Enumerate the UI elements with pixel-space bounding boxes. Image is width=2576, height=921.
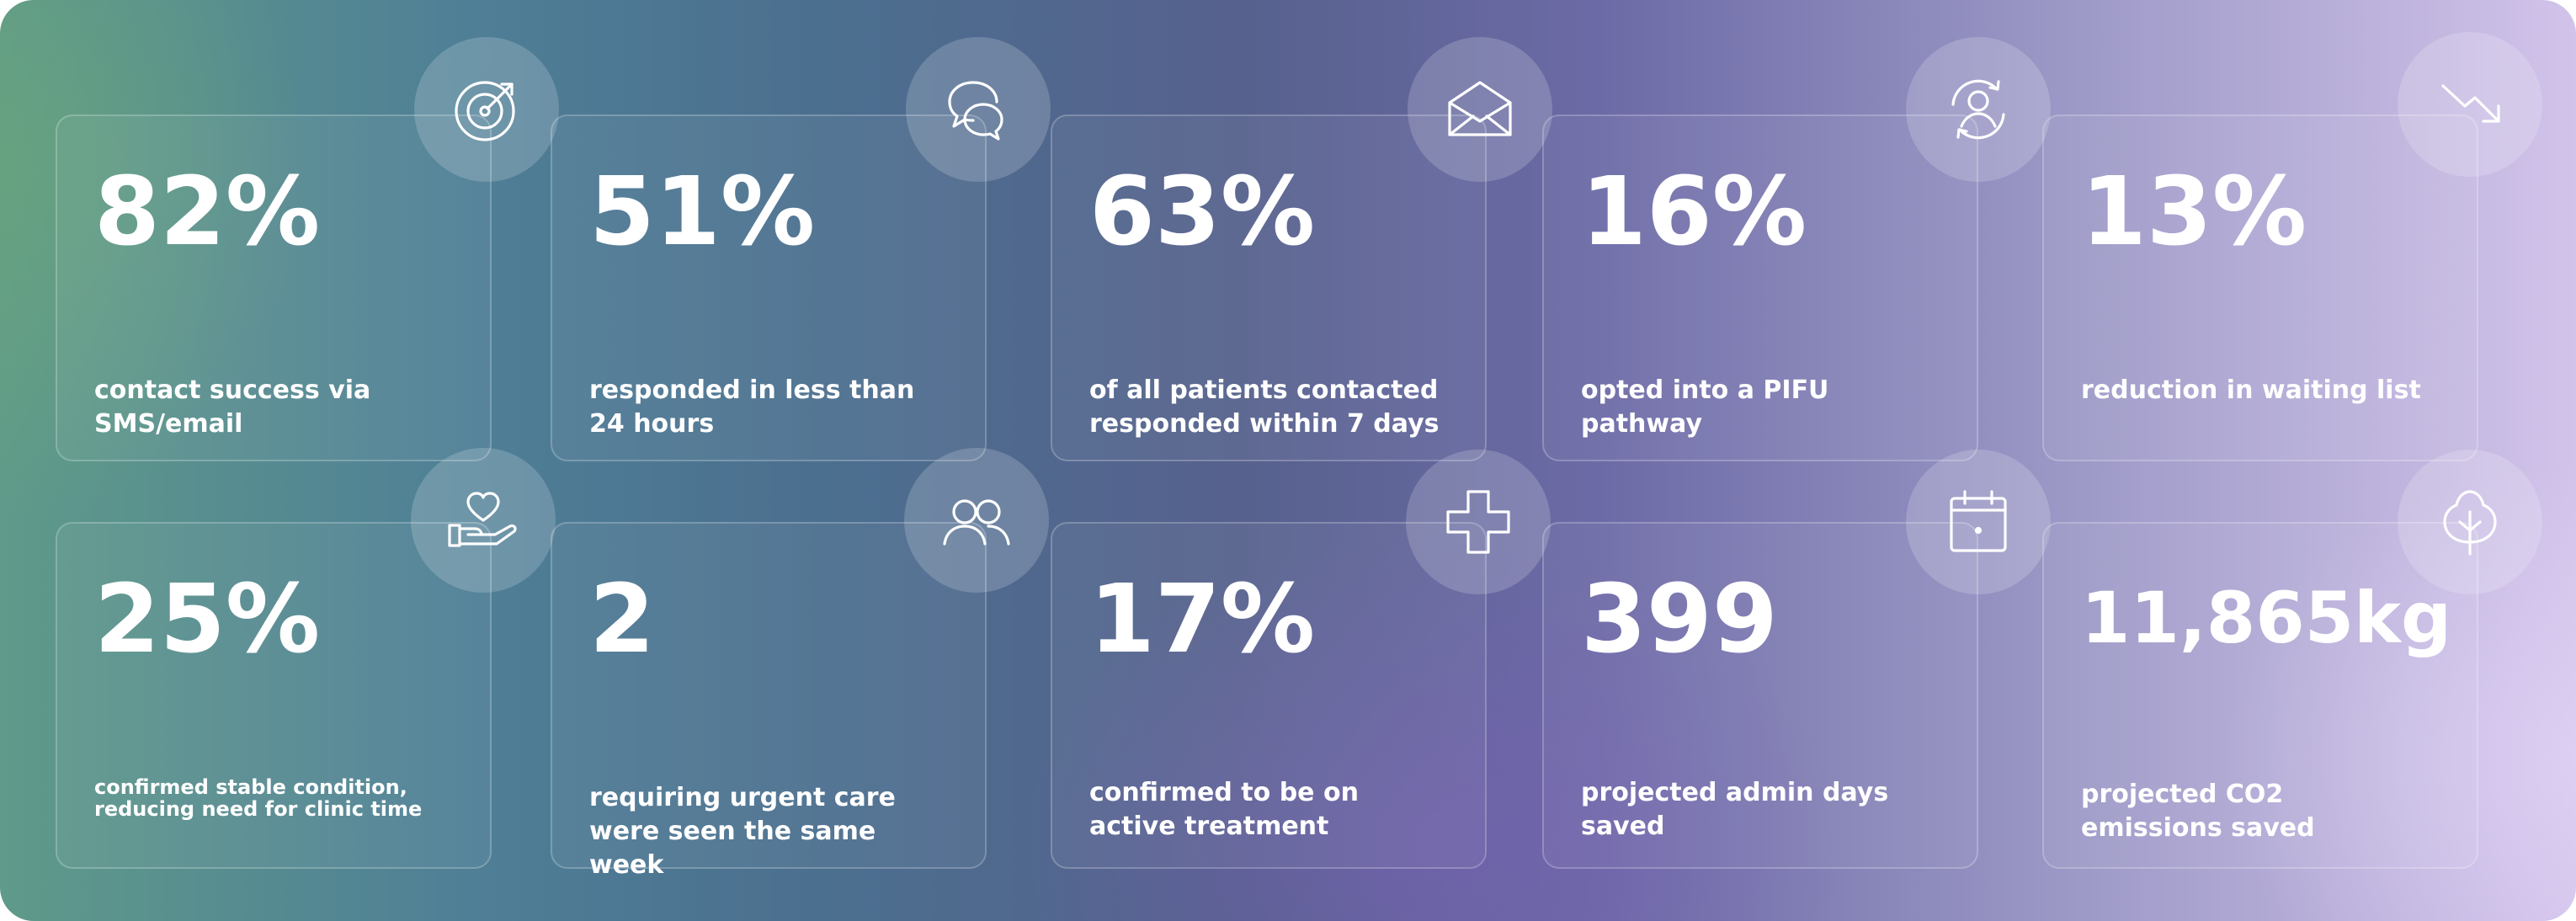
user-cycle-icon [1906, 37, 2051, 182]
stat-value: 17% [1089, 565, 1316, 674]
stat-card-response-24h: 51% responded in less than 24 hours [551, 114, 987, 461]
stat-label: confirmed to be on active treatment [1089, 778, 1359, 841]
envelope-icon [1408, 37, 1552, 182]
stat-label: opted into a PIFU pathway [1581, 375, 1829, 439]
stat-label: responded in less than 24 hours [589, 375, 915, 439]
stat-label: confirmed stable condition, reducing nee… [94, 775, 423, 821]
target-icon [414, 37, 559, 182]
stat-card-response-7days: 63% of all patients contacted responded … [1051, 114, 1487, 461]
stat-value: 13% [2081, 157, 2307, 267]
stat-card-co2-emissions: 11,865kg projected CO2 emissions saved [2042, 522, 2478, 869]
stat-value: 16% [1581, 157, 1807, 267]
stat-value: 399 [1581, 565, 1778, 674]
stat-value: 63% [1089, 157, 1316, 267]
stat-value: 51% [589, 157, 816, 267]
tree-icon [2398, 450, 2542, 594]
stat-card-waiting-list: 13% reduction in waiting list [2042, 114, 2478, 461]
medical-cross-icon [1406, 450, 1551, 594]
stat-label: reduction in waiting list [2081, 375, 2421, 405]
stat-value: 11,865kg [2081, 577, 2452, 659]
stat-value: 25% [94, 565, 321, 674]
stat-card-stable-condition: 25% confirmed stable condition, reducing… [56, 522, 492, 869]
stat-label: of all patients contacted responded with… [1089, 375, 1440, 439]
stat-card-active-treatment: 17% confirmed to be on active treatment [1051, 522, 1487, 869]
heart-hand-icon [411, 448, 556, 593]
stat-card-admin-days: 399 projected admin days saved [1542, 522, 1978, 869]
stat-label: projected admin days saved [1581, 778, 1889, 841]
stat-label: projected CO2 emissions saved [2081, 780, 2315, 843]
chat-bubbles-icon [906, 37, 1051, 182]
stat-card-pifu-pathway: 16% opted into a PIFU pathway [1542, 114, 1978, 461]
stat-value: 82% [94, 157, 321, 267]
calendar-icon [1906, 450, 2051, 594]
users-icon [904, 448, 1049, 593]
trend-down-icon [2398, 32, 2542, 177]
stat-label: contact success via SMS/email [94, 375, 371, 439]
stat-label: requiring urgent care were seen the same… [589, 783, 896, 880]
stat-value: 2 [589, 565, 655, 674]
stat-card-urgent-care: 2 requiring urgent care were seen the sa… [551, 522, 987, 880]
stat-card-contact-success: 82% contact success via SMS/email [56, 114, 492, 461]
